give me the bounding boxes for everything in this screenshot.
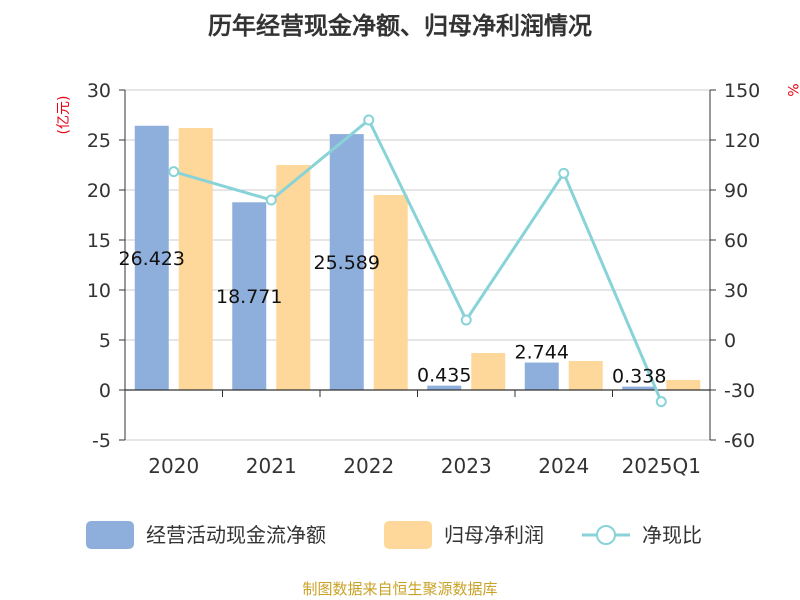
profit-bar	[178, 128, 213, 390]
left-tick-label: 30	[87, 80, 111, 102]
left-tick-label: 10	[87, 280, 111, 302]
right-tick-label: 150	[724, 80, 760, 102]
profit-bar	[276, 165, 311, 390]
legend-swatch-ratio-marker	[596, 525, 616, 545]
ratio-point	[655, 396, 667, 408]
legend-swatch-cashflow	[86, 521, 134, 549]
legend-label-ratio: 净现比	[642, 523, 702, 547]
labels-layer: 26.423 18.771 25.589 0.435 2.744 0.338	[119, 248, 667, 388]
legend-label-profit: 归母净利润	[444, 523, 544, 547]
bars-layer	[134, 125, 701, 391]
category-label: 2020	[148, 454, 199, 478]
cashflow-data-label: 0.338	[612, 366, 666, 388]
cashflow-bar	[622, 386, 657, 390]
right-tick-label: -60	[724, 430, 755, 452]
right-tick-label: 90	[724, 180, 748, 202]
right-tick-label: 120	[724, 130, 760, 152]
left-tick-label: -5	[92, 430, 111, 452]
profit-bar	[373, 195, 408, 390]
profit-bar	[471, 353, 506, 390]
right-axis-unit: %	[784, 83, 800, 96]
category-label: 2023	[441, 454, 492, 478]
left-tick-label: 25	[87, 130, 111, 152]
category-label: 2025Q1	[622, 454, 701, 478]
left-tick-label: 20	[87, 180, 111, 202]
line-layer	[168, 114, 667, 408]
chart-title: 历年经营现金净额、归母净利润情况	[208, 12, 592, 40]
right-tick-label: -30	[724, 380, 755, 402]
left-tick-label: 5	[99, 330, 111, 352]
cashflow-bar	[232, 202, 267, 390]
cashflow-data-label: 2.744	[515, 342, 569, 364]
profit-bar	[568, 361, 603, 390]
cashflow-bar	[134, 125, 169, 391]
right-tick-label: 60	[724, 230, 748, 252]
legend-label-cashflow: 经营活动现金流净额	[146, 523, 326, 547]
cashflow-bar	[329, 134, 364, 390]
ratio-line	[173, 117, 663, 403]
ratio-point	[168, 166, 180, 178]
right-tick-label: 0	[724, 330, 736, 352]
category-label: 2021	[246, 454, 297, 478]
legend-swatch-profit	[384, 521, 432, 549]
left-tick-label: 0	[99, 380, 111, 402]
cashflow-data-label: 0.435	[417, 365, 471, 387]
cashflow-bar	[427, 385, 462, 390]
cashflow-data-label: 18.771	[216, 286, 282, 308]
legend: 经营活动现金流净额 归母净利润 净现比	[86, 521, 702, 549]
left-axis-unit: (亿元)	[56, 96, 72, 135]
ratio-point	[460, 314, 472, 326]
cashflow-data-label: 25.589	[314, 252, 380, 274]
category-label: 2022	[343, 454, 394, 478]
cashflow-bar	[524, 362, 559, 390]
ratio-point	[363, 114, 375, 126]
ratio-point	[558, 167, 570, 179]
cashflow-data-label: 26.423	[119, 248, 185, 270]
source-note: 制图数据来自恒生聚源数据库	[302, 580, 498, 598]
left-tick-label: 15	[87, 230, 111, 252]
axis-layer: -5 0 5 10 15 20 25 30 -60 -30 0 30 60 90 120 150 (亿元)% 20…	[56, 80, 800, 478]
profit-bar	[666, 380, 701, 390]
right-tick-label: 30	[724, 280, 748, 302]
category-label: 2024	[538, 454, 589, 478]
ratio-point	[265, 194, 277, 206]
